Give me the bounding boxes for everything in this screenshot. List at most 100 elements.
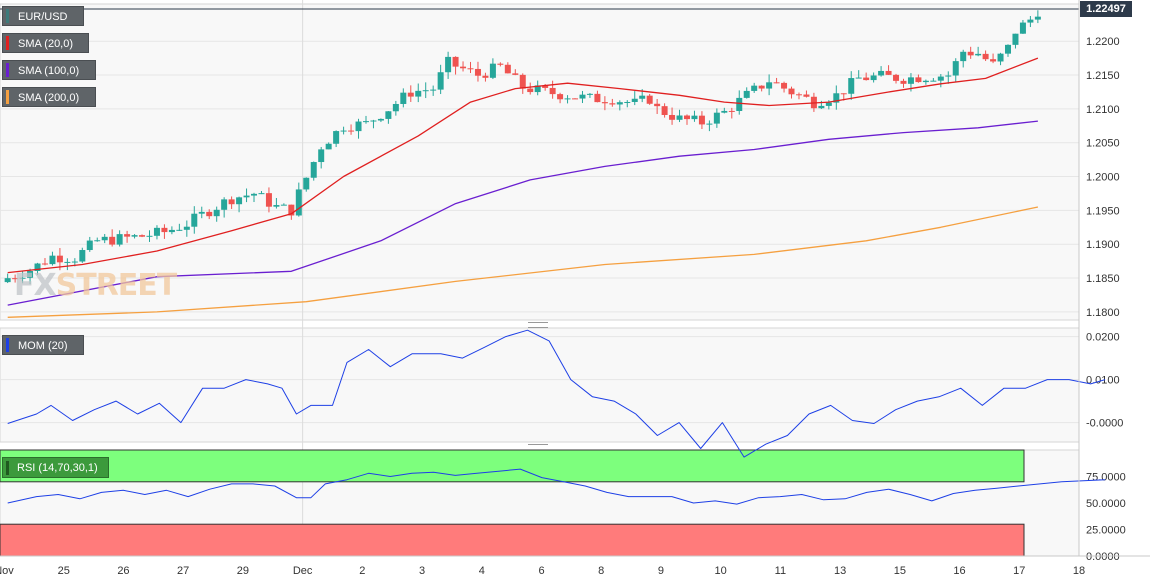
rsi-swatch: [6, 461, 9, 475]
candle-body: [348, 130, 355, 132]
candle-body: [549, 87, 556, 95]
sma100-legend[interactable]: SMA (100,0): [2, 60, 96, 80]
x-tick-label: Dec: [293, 565, 313, 577]
candle-body: [952, 61, 959, 76]
candle-body: [116, 234, 123, 245]
x-tick-label: 8: [598, 565, 604, 577]
candle-body: [445, 56, 452, 73]
pane-resize-handle-2[interactable]: [528, 444, 548, 450]
candle-body: [833, 93, 840, 103]
last-price-tag: 1.22497: [1080, 1, 1132, 17]
candle-body: [915, 77, 922, 83]
candle-body: [71, 261, 78, 263]
candle-body: [206, 211, 213, 217]
candle-body: [945, 75, 952, 77]
candle-body: [706, 123, 713, 125]
rsi-tick-label: 25.0000: [1086, 525, 1126, 537]
candle-body: [124, 234, 131, 237]
candle-body: [430, 89, 437, 91]
candle-body: [1027, 19, 1034, 23]
candle-body: [452, 56, 459, 67]
rsi-label: RSI (14,70,30,1): [17, 462, 98, 474]
candle-body: [818, 105, 825, 109]
candle-body: [243, 195, 250, 198]
watermark-part1: FX: [14, 268, 57, 303]
candle-body: [728, 110, 735, 112]
candle-body: [56, 255, 63, 263]
candle-body: [168, 229, 175, 233]
rsi-tick-label: 75.0000: [1086, 472, 1126, 484]
x-tick-label: 25: [58, 565, 70, 577]
candle-body: [303, 177, 310, 190]
price-tick-label: 1.1850: [1086, 273, 1120, 285]
candle-body: [572, 98, 579, 100]
candle-body: [1034, 16, 1041, 20]
candle-body: [474, 68, 481, 76]
candle-body: [534, 85, 541, 93]
candle-body: [176, 229, 183, 231]
price-tick-label: 1.2200: [1086, 36, 1120, 48]
candle-body: [713, 112, 720, 124]
x-tick-label: Nov: [0, 565, 14, 577]
candle-body: [1012, 33, 1019, 45]
x-tick-label: 18: [1073, 565, 1085, 577]
candle-body: [751, 85, 758, 91]
candle-body: [161, 227, 168, 233]
candle-body: [4, 278, 11, 283]
sma20-label: SMA (20,0): [18, 38, 74, 50]
sma100-swatch: [6, 63, 9, 77]
sma100-label: SMA (100,0): [18, 65, 80, 77]
candle-body: [631, 98, 638, 102]
candle-body: [616, 102, 623, 105]
price-tick-label: 1.2100: [1086, 104, 1120, 116]
price-tick-label: 1.2150: [1086, 70, 1120, 82]
instrument-label: EUR/USD: [18, 11, 68, 23]
candle-body: [131, 235, 138, 237]
x-tick-label: 9: [658, 565, 664, 577]
x-tick-label: 11: [775, 565, 786, 577]
candle-body: [512, 73, 519, 75]
sma200-legend[interactable]: SMA (200,0): [2, 87, 96, 107]
candle-body: [12, 278, 19, 280]
sma20-legend[interactable]: SMA (20,0): [2, 33, 89, 53]
candle-body: [27, 271, 34, 278]
candle-body: [355, 121, 362, 132]
pane-resize-handle-1[interactable]: [528, 322, 548, 328]
candle-body: [41, 263, 48, 265]
candle-body: [997, 53, 1004, 62]
candle-body: [736, 97, 743, 111]
sma200-line: [7, 206, 1039, 318]
rsi-legend[interactable]: RSI (14,70,30,1): [2, 457, 109, 478]
candle-body: [840, 93, 847, 95]
candle-body: [460, 66, 467, 69]
candle-body: [960, 51, 967, 62]
candle-body: [661, 106, 668, 115]
candle-body: [310, 162, 317, 178]
candle-body: [400, 92, 407, 104]
sma100-line: [7, 120, 1038, 306]
rsi-oversold-zone: [0, 523, 1025, 557]
candle-body: [639, 95, 646, 99]
candle-body: [676, 115, 683, 120]
x-tick-label: 10: [715, 565, 727, 577]
price-tick-label: 1.2000: [1086, 172, 1120, 184]
x-tick-label: 17: [1013, 565, 1025, 577]
candle-body: [1019, 22, 1026, 34]
candle-body: [94, 240, 101, 242]
candle-body: [863, 77, 870, 81]
candle-body: [594, 93, 601, 103]
candle-body: [49, 255, 56, 265]
instrument-legend[interactable]: EUR/USD: [2, 6, 84, 26]
x-tick-label: 15: [894, 565, 906, 577]
mom-legend[interactable]: MOM (20): [2, 335, 84, 355]
fxstreet-watermark: FXSTREET: [14, 268, 177, 303]
candle-body: [79, 250, 86, 262]
x-tick-label: 13: [834, 565, 846, 577]
candle-body: [19, 277, 26, 279]
candle-body: [251, 193, 258, 196]
candle-body: [153, 227, 160, 236]
price-tick-label: 1.2050: [1086, 138, 1120, 150]
candle-body: [975, 53, 982, 56]
sma20-swatch: [6, 36, 9, 50]
